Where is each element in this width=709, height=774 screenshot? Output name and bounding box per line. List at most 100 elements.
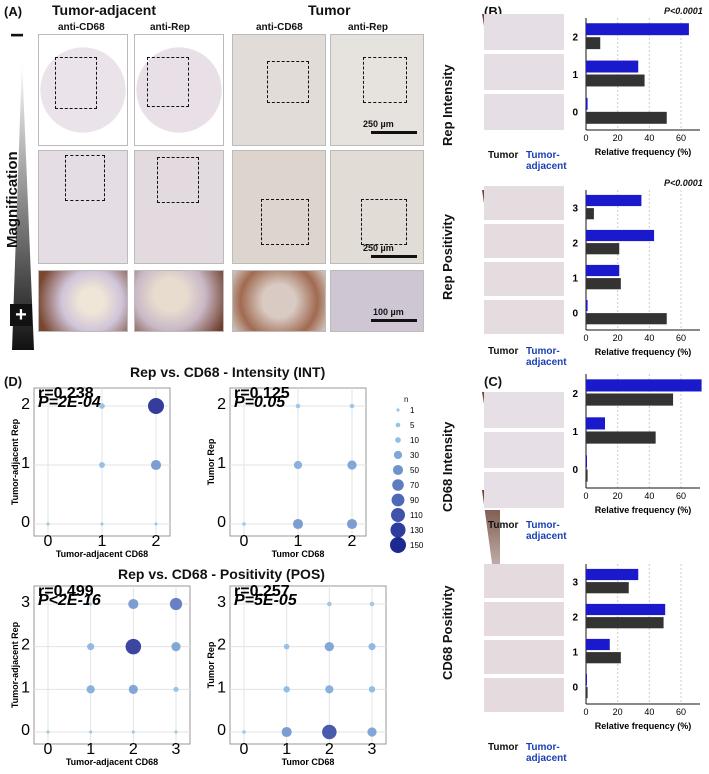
bubble [283,686,290,693]
bubble-chart-adjacent-int: 0 1 2 0 1 2 Tumor-adjacent CD68 Tumor-adjacent … [10,385,171,559]
bar-tumor-adjacent [586,194,642,207]
bubble [295,403,301,409]
tissue-image-tumor-cd68-high [232,270,326,332]
size-legend-label: 50 [410,466,419,475]
tissue-image-adj-cd68-low [38,34,128,146]
x-tick-label: 1 [86,741,95,758]
correlation-r: r=0.499 [38,583,94,600]
bubble [324,642,334,652]
thumbnails-cd68-intensity [484,392,564,510]
bubble [128,684,138,694]
bubble [347,460,357,470]
bubble [346,518,358,530]
group-tumor-adjacent: Tumor-adjacent [52,2,156,18]
bubble [349,403,355,409]
bar-tumor [586,687,588,699]
bubble [369,601,375,607]
size-legend-label: 10 [410,436,419,445]
bar-tumor-adjacent [586,379,702,392]
y-tick-label: 1 [572,648,578,659]
size-legend-label: 150 [410,541,424,550]
x-tick-label: 60 [676,707,686,717]
y-tick-label: 3 [21,594,30,611]
tissue-image-adj-rep-mid [134,150,224,264]
bubble-chart-adjacent-pos: 0 1 2 3 0 1 2 3 Tumor-adjacent CD68 Tumor-adjacen… [10,583,191,767]
x-tick-label: 20 [613,333,623,343]
x-tick-label: 1 [282,741,291,758]
x-tick-label: 20 [613,491,623,501]
y-axis-label: Tumor-adjacent Rep [10,418,20,505]
x-axis-label: Relative frequency (%) [595,721,692,731]
size-legend-bubble [392,479,404,491]
x-tick-label: 0 [583,333,588,343]
title-intensity: Rep vs. CD68 - Intensity (INT) [130,364,326,380]
bubble [169,597,183,611]
bubble-chart-tumor-pos: 0 1 2 3 0 1 2 3 Tumor CD68 Tumor Rep r=0.257P=5E-0… [206,583,387,767]
y-tick-label: 3 [217,594,226,611]
plot-frame [229,585,387,745]
y-axis-label: Tumor Rep [206,641,216,688]
size-legend-label: 30 [410,451,419,460]
y-tick-label: 3 [572,578,578,589]
bar-tumor-adjacent [586,673,587,686]
bar-chart-rep-intensity: 0 20 40 60 Relative frequency (%) 2 1 0 [572,18,700,157]
x-axis-label: Tumor CD68 [282,757,335,767]
x-tick-label: 0 [44,741,53,758]
y-tick-label: 0 [572,309,578,320]
rep-positivity-ylabel: Rep Positivity [440,214,455,300]
x-tick-label: 1 [98,533,107,550]
y-tick-label: 0 [217,514,226,531]
bar-tumor [586,243,620,255]
col-label-3: anti-CD68 [256,22,303,33]
bar-chart-cd68-intensity: 0 20 40 60 Relative frequency (%) 2 1 0 [572,374,702,515]
bar-tumor [586,278,621,290]
x-tick-label: 60 [676,133,686,143]
tumor-label-c2: Tumor [488,742,519,753]
size-legend-label: 130 [410,526,424,535]
bar-chart-rep-positivity: 0 20 40 60 Relative frequency (%) 3 2 1 0 [572,190,700,357]
x-tick-label: 40 [644,707,654,717]
tumor-label-b1: Tumor [488,150,519,161]
bubble [150,459,162,471]
size-legend-bubble [392,464,404,476]
bubble [292,518,304,530]
bubble [367,727,377,737]
y-tick-label: 0 [572,465,578,476]
scale-bar-1: 250 µm [363,119,394,129]
y-tick-label: 2 [217,637,226,654]
y-tick-label: 1 [572,274,578,285]
bubble [242,730,246,734]
size-legend-bubble [395,422,401,428]
y-tick-label: 2 [21,637,30,654]
panel-label-a: (A) [4,4,23,19]
bubble [368,686,376,693]
bubble [283,643,290,650]
bubble [125,638,142,655]
bar-tumor [586,74,645,87]
correlation-r: r=0.238 [38,385,94,402]
x-tick-label: 60 [676,491,686,501]
tissue-image-adj-rep-low [134,34,224,146]
y-tick-label: 0 [21,514,30,531]
size-legend-bubble [393,450,403,460]
y-axis-label: Tumor Rep [206,438,216,485]
bar-tumor [586,617,664,629]
bar-tumor-adjacent [586,417,605,430]
bar-tumor [586,582,629,594]
y-tick-label: 2 [572,33,578,44]
bubble [325,685,334,694]
size-legend-label: 5 [410,421,415,430]
x-tick-label: 0 [583,133,588,143]
x-tick-label: 40 [644,133,654,143]
y-tick-label: 1 [217,679,226,696]
x-tick-label: 40 [644,333,654,343]
bubble [99,403,105,409]
y-tick-label: 2 [572,239,578,250]
x-axis-label: Relative frequency (%) [595,505,692,515]
bar-tumor-adjacent [586,60,639,73]
thumbnails-rep-positivity [484,186,564,336]
bar-tumor [586,469,588,482]
x-tick-label: 1 [294,533,303,550]
bubble [173,686,179,692]
